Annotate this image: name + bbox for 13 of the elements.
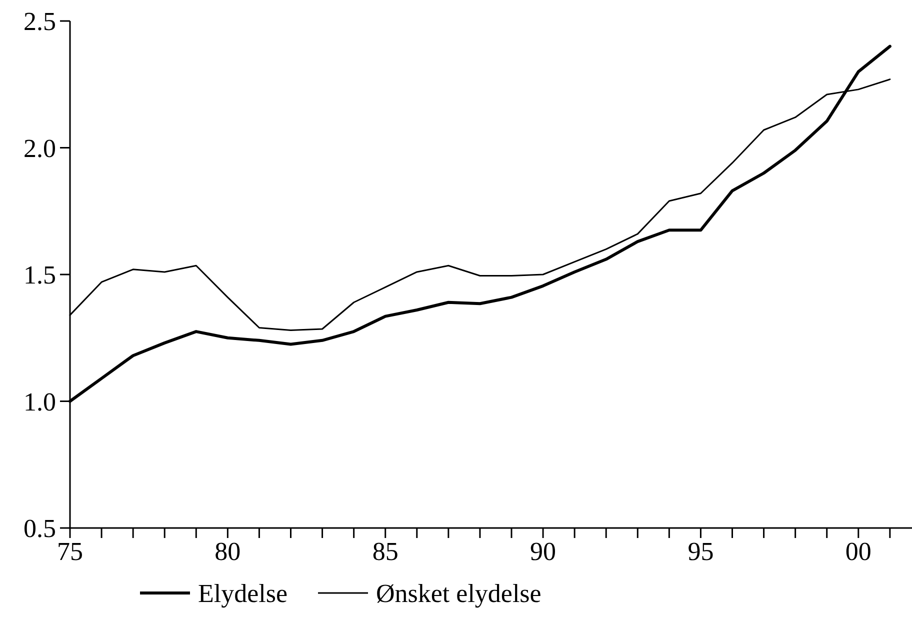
y-tick-label: 1.5 (24, 260, 56, 290)
x-tick-label: 95 (688, 537, 714, 566)
y-tick-label: 2.5 (24, 7, 56, 36)
x-tick-label: 80 (214, 537, 241, 566)
y-tick-label: 1.0 (24, 387, 56, 416)
y-tick-label: 2.0 (24, 134, 56, 163)
legend-label: Elydelse (198, 579, 288, 608)
legend-label: Ønsket elydelse (376, 579, 542, 608)
x-tick-label: 00 (845, 537, 872, 566)
x-tick-label: 90 (530, 537, 556, 566)
x-tick-label: 85 (372, 537, 398, 566)
x-tick-label: 75 (57, 537, 83, 566)
y-tick-label: 0.5 (24, 514, 56, 544)
